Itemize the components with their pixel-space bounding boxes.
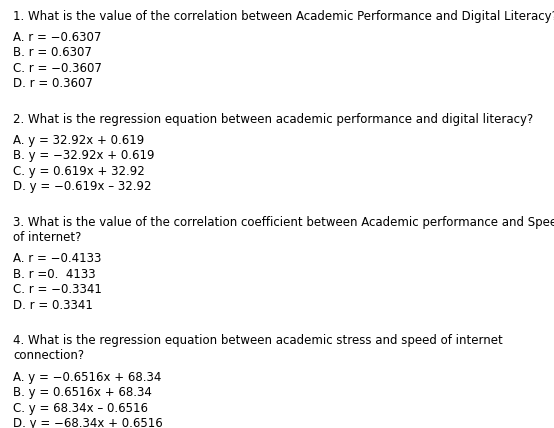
Text: 2. What is the regression equation between academic performance and digital lite: 2. What is the regression equation betwe… [13, 113, 534, 126]
Text: B. y = 0.6516x + 68.34: B. y = 0.6516x + 68.34 [13, 386, 152, 399]
Text: C. r = −0.3607: C. r = −0.3607 [13, 62, 102, 75]
Text: 3. What is the value of the correlation coefficient between Academic performance: 3. What is the value of the correlation … [13, 216, 554, 244]
Text: D. r = 0.3341: D. r = 0.3341 [13, 299, 93, 312]
Text: A. r = −0.6307: A. r = −0.6307 [13, 31, 101, 44]
Text: A. r = −0.4133: A. r = −0.4133 [13, 252, 101, 265]
Text: D. y = −68.34x + 0.6516: D. y = −68.34x + 0.6516 [13, 417, 163, 428]
Text: C. y = 68.34x – 0.6516: C. y = 68.34x – 0.6516 [13, 402, 148, 415]
Text: D. y = −0.619x – 32.92: D. y = −0.619x – 32.92 [13, 180, 151, 193]
Text: B. r = 0.6307: B. r = 0.6307 [13, 46, 92, 59]
Text: D. r = 0.3607: D. r = 0.3607 [13, 77, 93, 90]
Text: C. r = −0.3341: C. r = −0.3341 [13, 283, 102, 296]
Text: 4. What is the regression equation between academic stress and speed of internet: 4. What is the regression equation betwe… [13, 334, 502, 362]
Text: B. y = −32.92x + 0.619: B. y = −32.92x + 0.619 [13, 149, 155, 162]
Text: 1. What is the value of the correlation between Academic Performance and Digital: 1. What is the value of the correlation … [13, 10, 554, 23]
Text: A. y = 32.92x + 0.619: A. y = 32.92x + 0.619 [13, 134, 144, 147]
Text: A. y = −0.6516x + 68.34: A. y = −0.6516x + 68.34 [13, 371, 161, 383]
Text: B. r =0.  4133: B. r =0. 4133 [13, 268, 96, 281]
Text: C. y = 0.619x + 32.92: C. y = 0.619x + 32.92 [13, 165, 145, 178]
